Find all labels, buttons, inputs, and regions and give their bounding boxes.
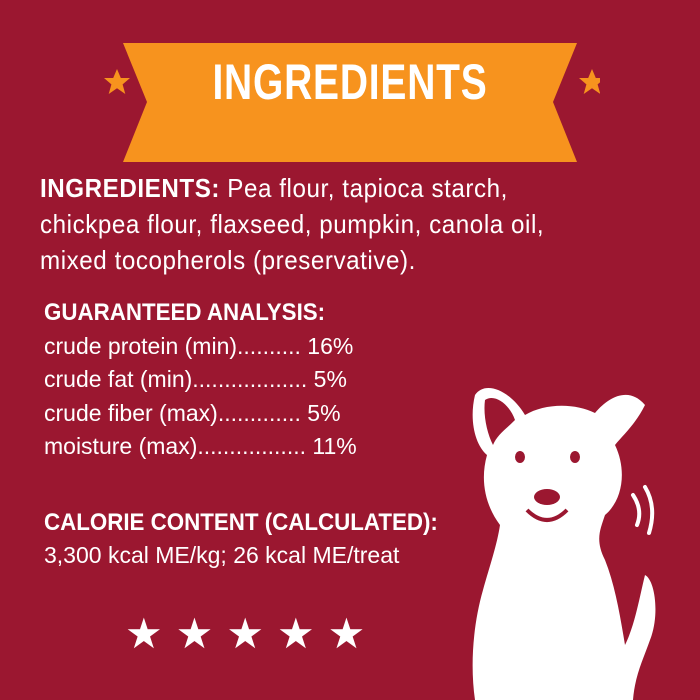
calorie-text: 3,300 kcal ME/kg; 26 kcal ME/treat bbox=[44, 542, 400, 568]
ingredients-banner bbox=[104, 43, 600, 162]
calorie-content: CALORIE CONTENT (CALCULATED): 3,300 kcal… bbox=[44, 506, 468, 572]
star-icon: ★ bbox=[276, 610, 315, 657]
ingredients-paragraph: INGREDIENTS: Pea flour, tapioca starch, … bbox=[40, 170, 598, 278]
ingredients-text: Pea flour, tapioca starch, chickpea flou… bbox=[40, 173, 545, 275]
dog-eye bbox=[515, 451, 525, 463]
star-icon: ★ bbox=[125, 610, 163, 657]
analysis-row: crude fiber (max)............. 5% bbox=[44, 399, 341, 426]
banner-ribbon bbox=[123, 43, 577, 162]
star-icon: ★ bbox=[226, 610, 264, 657]
ingredients-label: INGREDIENTS: bbox=[40, 173, 220, 203]
guaranteed-analysis: GUARANTEED ANALYSIS: crude protein (min)… bbox=[44, 296, 357, 464]
analysis-heading: GUARANTEED ANALYSIS: bbox=[44, 299, 326, 326]
analysis-row: moisture (max)................. 11% bbox=[44, 433, 357, 459]
banner-title: INGREDIENTS bbox=[212, 54, 488, 110]
star-right-icon bbox=[579, 69, 600, 94]
star-left-icon bbox=[104, 69, 130, 94]
star-icon: ★ bbox=[327, 610, 366, 657]
analysis-row: crude fat (min).................. 5% bbox=[44, 366, 347, 392]
dog-eye bbox=[570, 451, 580, 463]
dog-illustration-icon bbox=[472, 387, 656, 700]
star-icon: ★ bbox=[175, 610, 214, 657]
calorie-heading: CALORIE CONTENT (CALCULATED): bbox=[44, 509, 438, 536]
dog-nose bbox=[534, 489, 560, 505]
analysis-row: crude protein (min).......... 16% bbox=[44, 332, 354, 359]
star-rating: ★ ★ ★ ★ ★ bbox=[125, 612, 365, 656]
